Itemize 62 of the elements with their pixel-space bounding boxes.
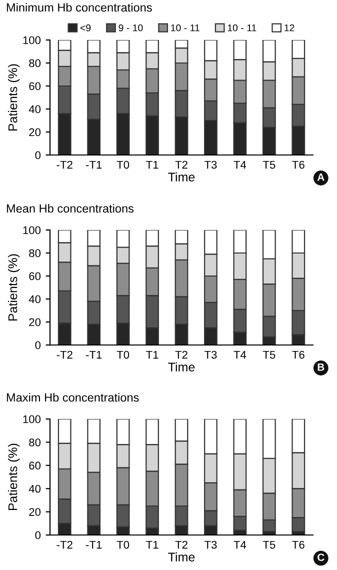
- text: A: [317, 174, 324, 181]
- y-tick-label: 0: [35, 531, 41, 540]
- y-tick-label: 80: [29, 59, 41, 68]
- y-tick-label: 100: [23, 226, 41, 234]
- x-tick-label: T5: [262, 350, 276, 359]
- text: C: [318, 554, 324, 561]
- x-tick-label: -T1: [86, 540, 102, 549]
- y-tick-label: 20: [29, 128, 41, 136]
- x-tick-label: T5: [262, 160, 276, 169]
- x-tick-label: -T2: [56, 540, 72, 549]
- x-axis-title: Time: [168, 552, 195, 562]
- x-tick-label: T3: [204, 350, 217, 359]
- legend-label: <9: [80, 24, 91, 32]
- y-tick-label: 60: [29, 462, 41, 470]
- y-axis-title: Patients (%): [8, 444, 20, 510]
- chart-title: Mean Hb concentrations: [6, 204, 134, 213]
- x-axis-title: Time: [168, 172, 195, 182]
- x-tick-label: T5: [262, 540, 276, 549]
- x-tick-label: T4: [234, 160, 246, 169]
- y-tick-label: 20: [29, 318, 41, 326]
- y-tick-label: 40: [28, 105, 41, 114]
- y-tick-label: 40: [28, 484, 41, 493]
- x-axis-title: Time: [168, 362, 195, 372]
- x-tick-label: T2: [175, 350, 188, 359]
- y-tick-label: 100: [23, 36, 41, 44]
- x-tick-label: -T2: [56, 350, 72, 359]
- x-tick-label: T0: [116, 160, 130, 169]
- y-tick-label: 0: [35, 341, 41, 350]
- y-axis-title: Patients (%): [8, 254, 20, 321]
- legend-label: 10 - 11: [171, 24, 200, 32]
- chart-title: Minimum Hb concentrations: [6, 3, 152, 12]
- y-tick-label: 80: [29, 438, 41, 446]
- legend-label: 9 - 10: [118, 24, 143, 32]
- text: B: [318, 364, 324, 371]
- x-tick-label: T0: [116, 350, 130, 359]
- y-tick-label: 100: [23, 415, 41, 424]
- y-tick-label: 80: [29, 249, 41, 258]
- x-tick-label: T3: [204, 540, 217, 549]
- y-axis-title: Patients (%): [8, 64, 20, 131]
- x-tick-label: T1: [146, 160, 158, 169]
- x-tick-label: T4: [234, 540, 246, 549]
- y-tick-label: 40: [28, 295, 41, 304]
- x-tick-label: T4: [234, 350, 246, 359]
- x-tick-label: T3: [204, 160, 217, 169]
- y-tick-label: 60: [29, 82, 41, 90]
- x-tick-label: T6: [292, 160, 304, 169]
- x-tick-label: T6: [292, 350, 304, 359]
- x-tick-label: -T1: [86, 350, 102, 359]
- x-tick-label: T1: [146, 540, 158, 549]
- y-tick-label: 60: [29, 272, 41, 280]
- chart-title: Maxim Hb concentrations: [6, 393, 139, 402]
- x-tick-label: -T2: [56, 160, 72, 169]
- y-tick-label: 20: [29, 508, 41, 516]
- x-tick-label: T2: [175, 540, 188, 549]
- x-tick-label: T2: [175, 160, 188, 169]
- x-tick-label: -T1: [86, 160, 102, 169]
- y-tick-label: 0: [35, 151, 41, 160]
- legend-label: 12: [284, 24, 294, 32]
- x-tick-label: T0: [116, 540, 130, 549]
- x-tick-label: T6: [292, 540, 304, 549]
- x-tick-label: T1: [146, 350, 158, 359]
- legend-label: 10 - 11: [228, 24, 256, 32]
